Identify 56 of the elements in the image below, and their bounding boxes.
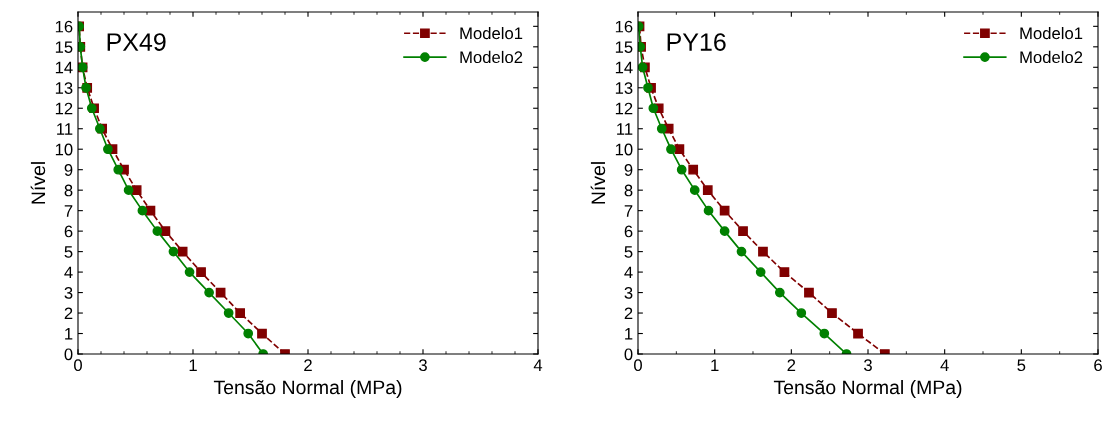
y-tick-label: 9 <box>624 164 633 176</box>
y-tick-label: 10 <box>55 143 73 156</box>
y-tick-label: 3 <box>64 286 73 299</box>
x-tick-label: 6 <box>1094 359 1102 372</box>
y-tick-label: 11 <box>57 123 73 135</box>
y-tick-label: 2 <box>624 307 633 320</box>
y-tick-label: 16 <box>55 20 73 33</box>
y-tick-label: 12 <box>55 102 73 115</box>
legend-label: Modelo2 <box>1020 50 1083 64</box>
x-axis-title: Tensão Normal (MPa) <box>213 379 402 399</box>
legend-label: Modelo1 <box>1020 27 1083 40</box>
y-tick-label: 13 <box>615 82 633 94</box>
legend-label: Modelo2 <box>460 50 523 64</box>
y-tick-label: 4 <box>624 266 633 279</box>
y-tick-label: 5 <box>624 246 633 258</box>
annotation: PX49 <box>107 33 166 51</box>
y-axis-title: Nível <box>590 162 606 204</box>
x-tick-label: 0 <box>634 359 642 372</box>
y-tick-label: 6 <box>624 225 633 238</box>
y-tick-label: 13 <box>55 82 73 94</box>
y-tick-label: 10 <box>615 143 633 156</box>
x-tick-label: 4 <box>940 359 949 371</box>
y-tick-label: 1 <box>625 328 633 340</box>
y-tick-label: 0 <box>624 348 633 361</box>
y-axis-title: Nível <box>30 162 46 204</box>
y-tick-label: 15 <box>615 41 633 54</box>
y-tick-label: 5 <box>64 246 73 258</box>
y-tick-label: 16 <box>615 20 633 33</box>
x-axis-title: Tensão Normal (MPa) <box>773 379 962 399</box>
legend-label: Modelo1 <box>460 27 523 40</box>
y-tick-label: 8 <box>64 184 73 197</box>
y-tick-label: 7 <box>624 205 633 217</box>
x-tick-label: 3 <box>864 359 872 372</box>
y-tick-label: 15 <box>55 41 73 54</box>
annotation: PY16 <box>667 33 726 51</box>
x-tick-label: 1 <box>189 359 197 371</box>
y-tick-label: 9 <box>64 164 73 176</box>
y-tick-label: 14 <box>55 61 73 74</box>
x-tick-label: 2 <box>304 359 312 371</box>
x-tick-label: 3 <box>419 359 427 372</box>
y-tick-label: 2 <box>64 307 73 320</box>
y-tick-label: 4 <box>64 266 73 279</box>
y-tick-label: 7 <box>64 205 73 217</box>
y-tick-label: 1 <box>65 328 73 340</box>
x-tick-label: 5 <box>1017 359 1026 372</box>
y-tick-label: 12 <box>615 102 633 115</box>
y-tick-label: 14 <box>615 61 633 74</box>
x-tick-label: 4 <box>533 359 543 371</box>
y-tick-label: 3 <box>624 286 633 299</box>
x-tick-label: 2 <box>787 359 796 371</box>
y-tick-label: 6 <box>64 225 73 238</box>
y-tick-label: 8 <box>624 184 633 197</box>
x-tick-label: 0 <box>74 359 82 372</box>
y-tick-label: 0 <box>64 348 73 361</box>
y-tick-label: 11 <box>617 123 633 135</box>
x-tick-label: 1 <box>711 359 719 371</box>
